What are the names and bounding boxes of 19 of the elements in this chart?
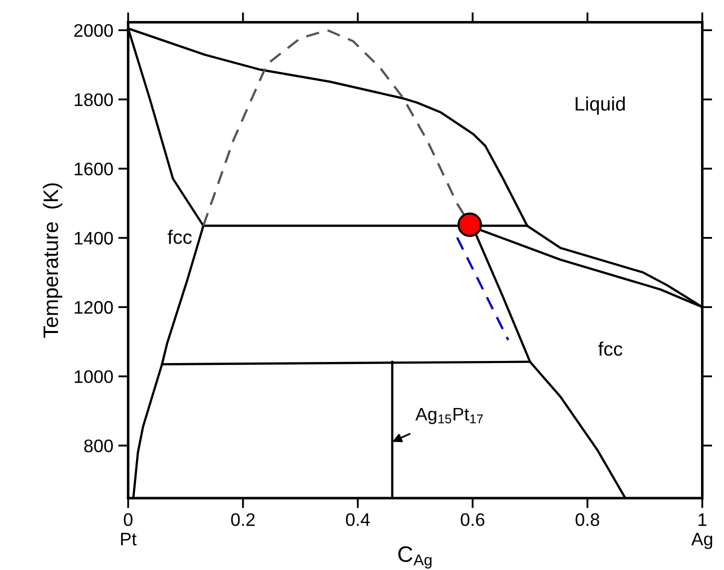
annotation: fcc xyxy=(598,342,622,356)
x-tick-label: 0 Pt xyxy=(121,513,137,546)
x-tick-label: 0.2 xyxy=(231,513,255,526)
annotation: Liquid xyxy=(576,96,625,115)
y-tick-label: 1600 xyxy=(74,162,113,176)
x-axis-title: C$_{Ag}$ xyxy=(398,546,432,569)
x-tick-label: 0.4 xyxy=(346,513,370,526)
y-tick-label: 2000 xyxy=(74,24,113,37)
y-tick-label: 1000 xyxy=(74,370,113,384)
y-tick-label: 800 xyxy=(84,440,113,452)
x-tick-label: 0.8 xyxy=(576,513,600,526)
annotation: Ag$_{15}$Pt$_{17}$ xyxy=(415,408,483,424)
x-tick-label: 0.6 xyxy=(460,513,484,526)
y-tick-label: 1800 xyxy=(74,93,113,106)
x-tick-label: 1 Ag xyxy=(691,513,712,550)
y-tick-label: 1400 xyxy=(74,232,113,245)
annotation: fcc xyxy=(168,230,192,244)
y-axis-title: Temperature (K) xyxy=(42,183,62,338)
y-tick-label: 1200 xyxy=(74,301,113,314)
